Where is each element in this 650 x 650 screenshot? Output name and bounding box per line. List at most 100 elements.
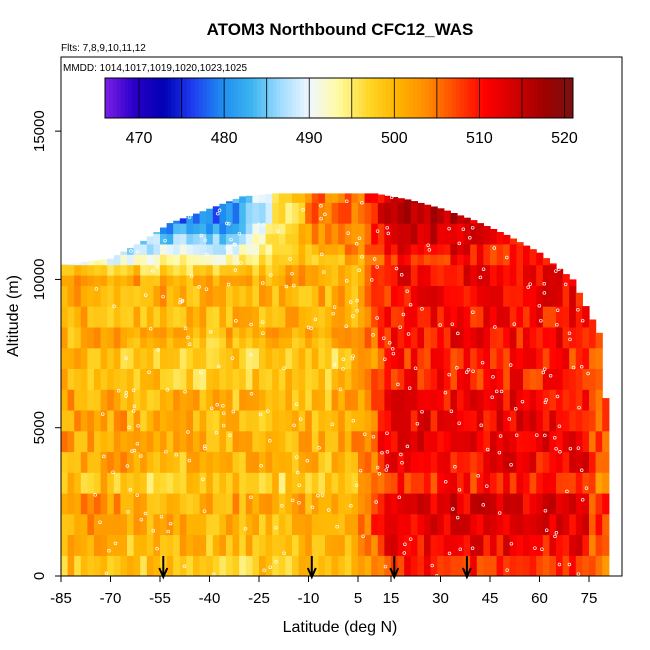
- heatmap-cell: [404, 534, 412, 546]
- heatmap-cell: [160, 399, 168, 411]
- heatmap-cell: [556, 316, 564, 328]
- heatmap-cell: [259, 461, 267, 473]
- heatmap-cell: [100, 451, 108, 463]
- heatmap-cell: [292, 275, 300, 286]
- sample-point: [466, 367, 471, 372]
- heatmap-cell: [325, 461, 333, 473]
- heatmap-cell: [443, 544, 451, 556]
- heatmap-cell: [94, 441, 102, 453]
- heatmap-cell: [424, 503, 432, 515]
- heatmap-cell: [232, 399, 240, 411]
- heatmap-cell: [397, 223, 405, 235]
- heatmap-cell: [569, 368, 577, 380]
- heatmap-cell: [529, 524, 537, 536]
- heatmap-cell: [311, 544, 319, 556]
- heatmap-cell: [140, 461, 148, 473]
- sample-point: [112, 304, 116, 309]
- heatmap-cell: [153, 389, 161, 401]
- sample-point: [260, 320, 265, 324]
- heatmap-cell: [562, 420, 570, 432]
- heatmap-cell: [569, 565, 577, 576]
- heatmap-cell: [344, 555, 352, 567]
- heatmap-cell: [338, 461, 346, 473]
- heatmap-cell: [133, 482, 141, 494]
- heatmap-cell: [245, 316, 253, 328]
- sample-point: [526, 285, 530, 290]
- heatmap-cell: [450, 451, 458, 463]
- colorbar-segment: [342, 78, 348, 118]
- heatmap-cell: [391, 202, 399, 214]
- heatmap-cell: [457, 285, 465, 297]
- sample-point: [111, 470, 115, 474]
- heatmap-cell: [536, 430, 544, 442]
- heatmap-cell: [595, 451, 603, 463]
- heatmap-cell: [278, 233, 286, 245]
- heatmap-cell: [193, 295, 201, 307]
- heatmap-cell: [186, 482, 194, 494]
- heatmap-cell: [318, 193, 326, 203]
- heatmap-cell: [292, 565, 300, 576]
- heatmap-cell: [443, 399, 451, 411]
- heatmap-cell: [140, 243, 148, 255]
- heatmap-cell: [239, 389, 247, 401]
- heatmap-cell: [377, 243, 385, 255]
- heatmap-cell: [146, 358, 154, 369]
- heatmap-cell: [265, 337, 273, 349]
- heatmap-cell: [100, 503, 108, 515]
- heatmap-cell: [278, 337, 286, 349]
- heatmap-cell: [252, 430, 260, 442]
- heatmap-cell: [483, 226, 491, 234]
- sample-point: [151, 528, 156, 533]
- heatmap-cell: [325, 264, 333, 276]
- heatmap-cell: [239, 461, 247, 473]
- heatmap-cell: [212, 482, 220, 494]
- heatmap-cell: [100, 378, 108, 390]
- heatmap-cell: [470, 555, 478, 567]
- heatmap-cell: [67, 441, 75, 453]
- sample-point: [261, 331, 265, 335]
- heatmap-cell: [61, 316, 69, 328]
- heatmap-cell: [582, 472, 590, 484]
- sample-point: [449, 409, 454, 413]
- heatmap-cell: [232, 243, 240, 255]
- sample-point: [136, 423, 140, 428]
- sample-point: [427, 248, 432, 252]
- heatmap-cell: [160, 482, 168, 494]
- heatmap-cell: [424, 306, 432, 318]
- heatmap-cell: [245, 534, 253, 546]
- heatmap-cell: [490, 326, 498, 338]
- heatmap-cell: [173, 347, 181, 359]
- flight-arrow-head: [158, 567, 169, 580]
- heatmap-cell: [311, 202, 319, 214]
- heatmap-cell: [391, 441, 399, 453]
- heatmap-cell: [503, 555, 511, 567]
- heatmap-cell: [582, 326, 590, 338]
- heatmap-cell: [371, 399, 379, 411]
- heatmap-cell: [384, 451, 392, 463]
- heatmap-cell: [245, 233, 253, 245]
- heatmap-cell: [285, 243, 293, 255]
- heatmap-cell: [305, 295, 313, 307]
- heatmap-cell: [424, 368, 432, 380]
- heatmap-cell: [186, 347, 194, 359]
- heatmap-cell: [476, 534, 484, 546]
- heatmap-cell: [457, 316, 465, 328]
- heatmap-cell: [61, 389, 69, 401]
- heatmap-cell: [259, 347, 267, 359]
- heatmap-cell: [153, 347, 161, 359]
- heatmap-cell: [278, 493, 286, 504]
- heatmap-cell: [476, 337, 484, 349]
- heatmap-cell: [107, 493, 115, 504]
- heatmap-cell: [186, 430, 194, 442]
- heatmap-cell: [107, 451, 115, 463]
- heatmap-cell: [430, 451, 438, 463]
- heatmap-cell: [503, 409, 511, 421]
- heatmap-cell: [377, 233, 385, 245]
- heatmap-cell: [371, 555, 379, 567]
- heatmap-cell: [186, 233, 194, 245]
- heatmap-cell: [252, 482, 260, 494]
- sample-point: [584, 486, 589, 490]
- heatmap-cell: [325, 202, 333, 214]
- heatmap-cell: [516, 441, 524, 453]
- heatmap-cell: [212, 212, 220, 224]
